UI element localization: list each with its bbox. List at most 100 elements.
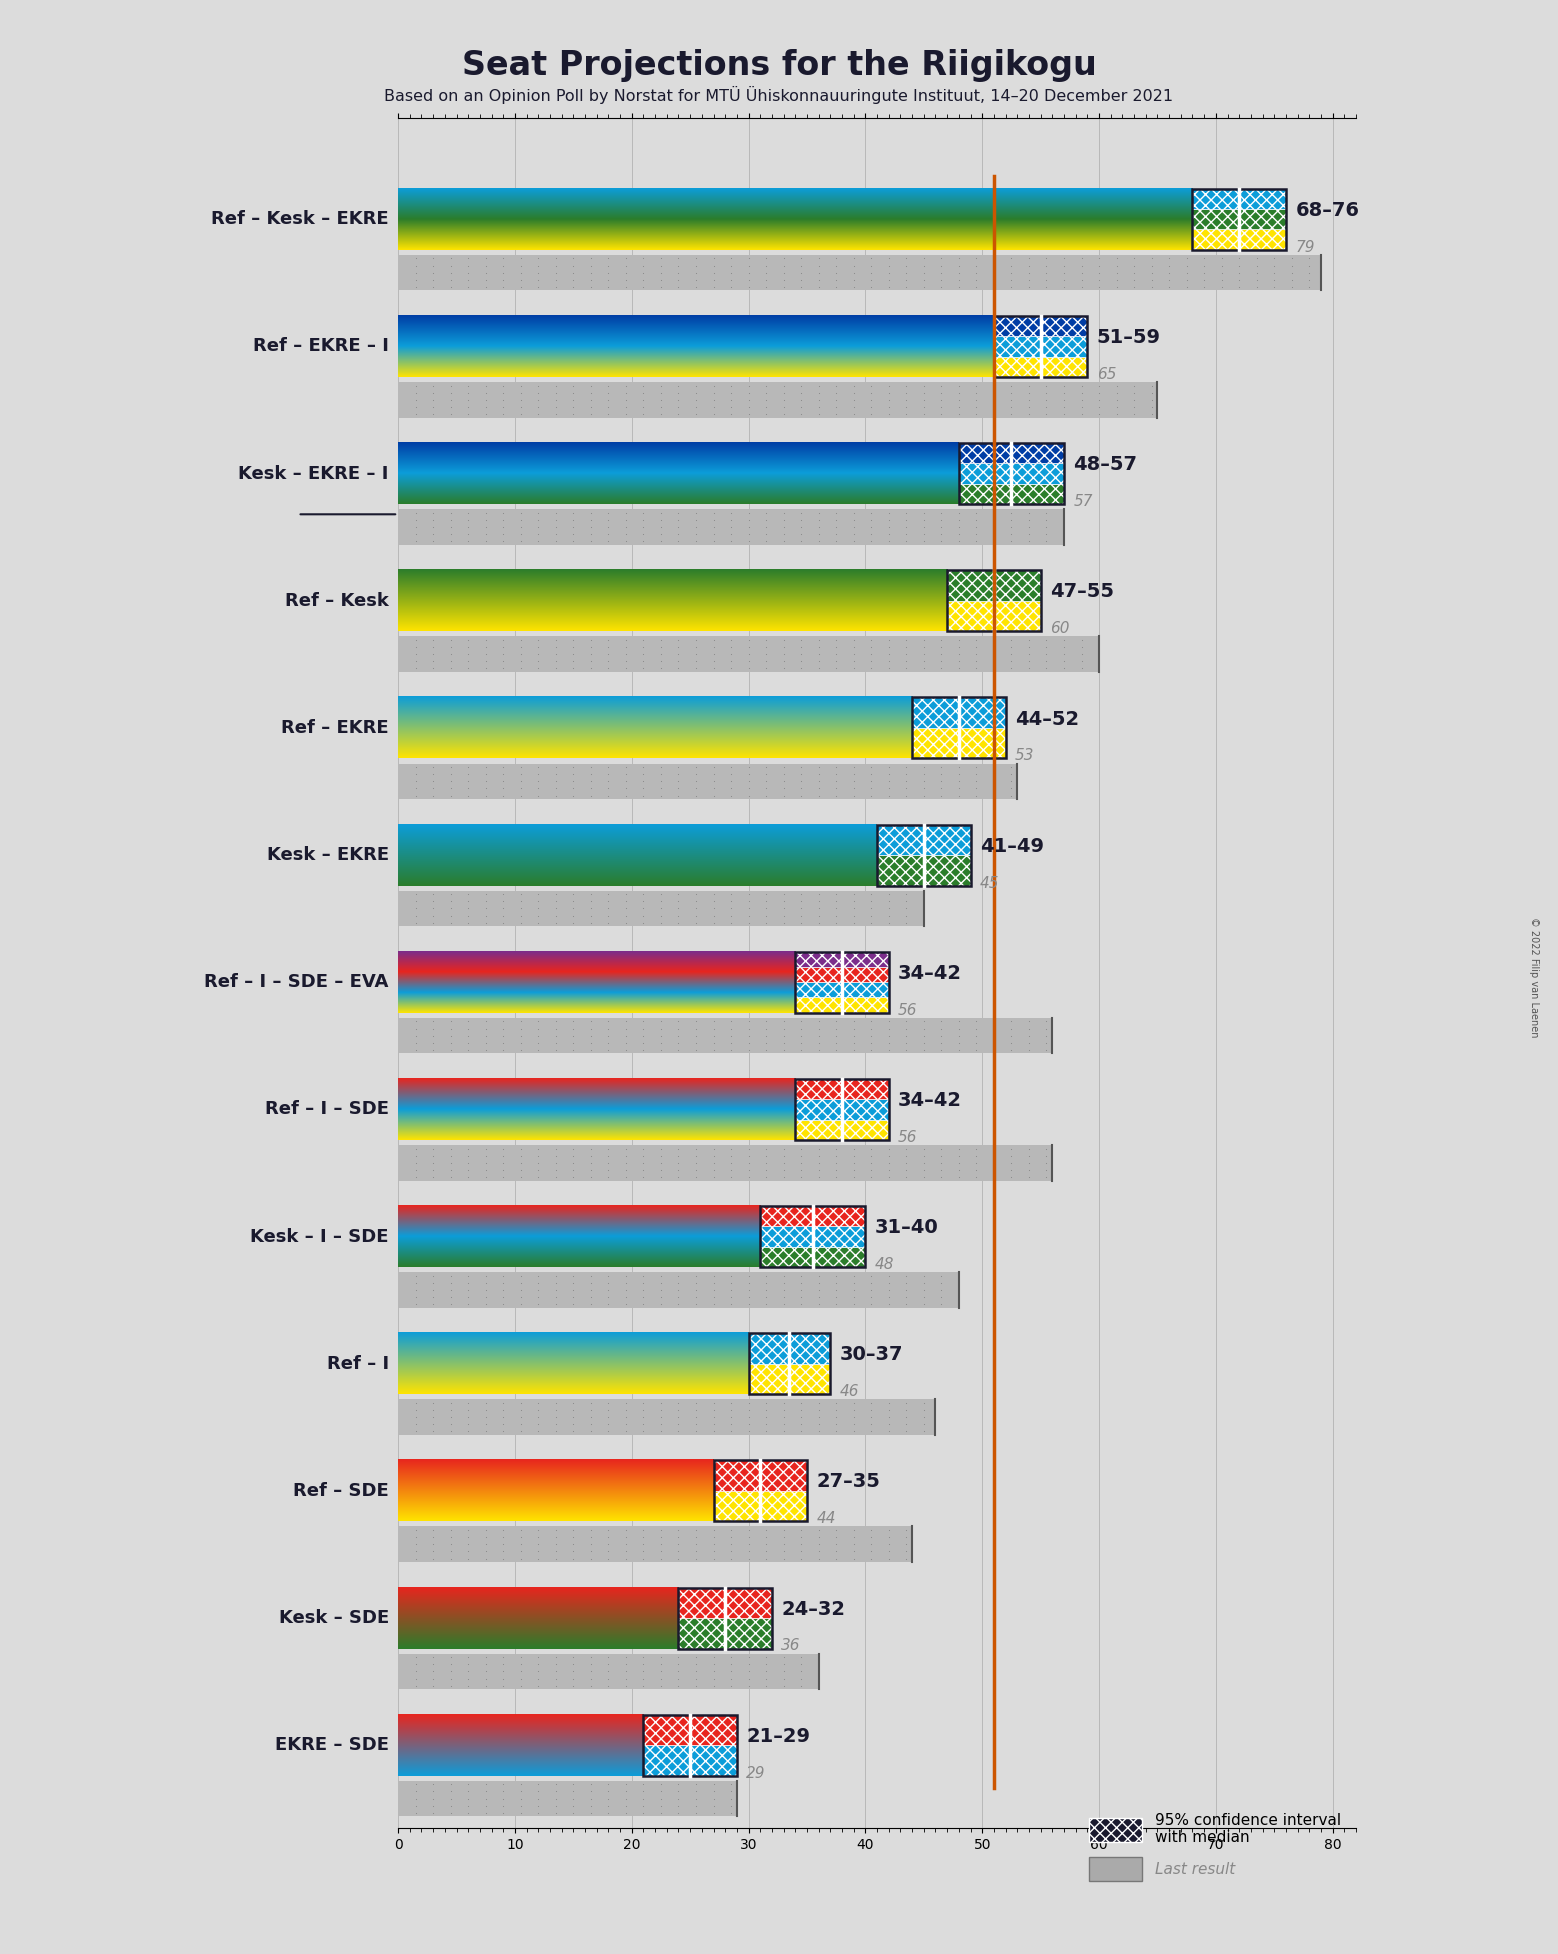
Text: 60: 60 — [1050, 621, 1069, 637]
Text: 29: 29 — [746, 1766, 765, 1780]
Text: 68–76: 68–76 — [1295, 201, 1359, 221]
Text: 46: 46 — [840, 1383, 858, 1399]
Bar — [795, 1120, 888, 1139]
Bar — [947, 571, 1041, 631]
Text: © 2022 Filip van Laenen: © 2022 Filip van Laenen — [1530, 916, 1539, 1038]
Bar — [1192, 190, 1285, 209]
Bar — [399, 637, 1098, 672]
Bar — [795, 983, 888, 997]
Text: 48–57: 48–57 — [1073, 455, 1137, 475]
Bar — [795, 997, 888, 1012]
Bar — [399, 1399, 935, 1434]
Bar — [911, 729, 1005, 758]
Bar — [643, 1716, 737, 1745]
Bar — [795, 952, 888, 967]
Legend: 95% confidence interval
with median, Last result: 95% confidence interval with median, Las… — [1081, 1805, 1348, 1890]
Bar — [911, 698, 1005, 758]
Text: 47–55: 47–55 — [1050, 582, 1114, 602]
Text: 34–42: 34–42 — [897, 1090, 963, 1110]
Text: 44–52: 44–52 — [1014, 709, 1080, 729]
Bar — [399, 1780, 737, 1817]
Text: 56: 56 — [897, 1002, 918, 1018]
Bar — [795, 1079, 888, 1139]
Text: EKRE – SDE: EKRE – SDE — [274, 1737, 390, 1755]
Bar — [399, 1653, 818, 1690]
Text: 57: 57 — [1073, 494, 1092, 510]
Bar — [399, 764, 1017, 799]
Bar — [748, 1333, 830, 1364]
Bar — [643, 1745, 737, 1776]
Text: Ref – EKRE – I: Ref – EKRE – I — [252, 338, 390, 356]
Bar — [399, 254, 1321, 291]
Text: Ref – I: Ref – I — [327, 1354, 390, 1374]
Bar — [714, 1491, 807, 1522]
Bar — [795, 967, 888, 983]
Text: 41–49: 41–49 — [980, 836, 1044, 856]
Text: Ref – Kesk – EKRE: Ref – Kesk – EKRE — [212, 211, 390, 229]
Text: 48: 48 — [874, 1256, 894, 1272]
Bar — [947, 600, 1041, 631]
Text: Kesk – I – SDE: Kesk – I – SDE — [251, 1227, 390, 1245]
Bar — [399, 1145, 1052, 1180]
Text: Seat Projections for the Riigikogu: Seat Projections for the Riigikogu — [461, 49, 1097, 82]
Bar — [760, 1206, 865, 1266]
Text: 51–59: 51–59 — [1097, 328, 1161, 348]
Bar — [643, 1716, 737, 1776]
Bar — [678, 1587, 771, 1649]
Bar — [958, 463, 1064, 485]
Bar — [994, 317, 1087, 377]
Text: 30–37: 30–37 — [840, 1344, 904, 1364]
Text: Ref – I – SDE: Ref – I – SDE — [265, 1100, 390, 1118]
Bar — [795, 1079, 888, 1100]
Bar — [947, 571, 1041, 600]
Bar — [1192, 209, 1285, 229]
Text: Ref – SDE: Ref – SDE — [293, 1481, 390, 1501]
Bar — [399, 510, 1064, 545]
Text: 65: 65 — [1097, 367, 1116, 381]
Text: Ref – EKRE: Ref – EKRE — [280, 719, 390, 737]
Bar — [994, 336, 1087, 358]
Text: Based on an Opinion Poll by Norstat for MTÜ Ühiskonnauuringute Instituut, 14–20 : Based on an Opinion Poll by Norstat for … — [385, 86, 1173, 104]
Bar — [1192, 229, 1285, 250]
Text: 44: 44 — [816, 1510, 835, 1526]
Bar — [760, 1227, 865, 1247]
Bar — [399, 1526, 911, 1561]
Bar — [678, 1618, 771, 1649]
Bar — [795, 1100, 888, 1120]
Bar — [714, 1460, 807, 1522]
Bar — [1192, 190, 1285, 250]
Text: 56: 56 — [897, 1129, 918, 1145]
Bar — [994, 317, 1087, 336]
Bar — [760, 1247, 865, 1266]
Bar — [748, 1333, 830, 1395]
Bar — [958, 485, 1064, 504]
Bar — [994, 358, 1087, 377]
Text: Kesk – EKRE: Kesk – EKRE — [266, 846, 390, 864]
Text: 79: 79 — [1295, 240, 1315, 254]
Text: Kesk – SDE: Kesk – SDE — [279, 1608, 390, 1628]
Bar — [399, 383, 1158, 418]
Bar — [760, 1206, 865, 1227]
Text: 24–32: 24–32 — [781, 1600, 846, 1618]
Bar — [877, 825, 971, 885]
Bar — [399, 1272, 958, 1307]
Text: 21–29: 21–29 — [746, 1727, 810, 1745]
Text: Kesk – EKRE – I: Kesk – EKRE – I — [238, 465, 390, 483]
Bar — [911, 698, 1005, 729]
Text: Ref – Kesk: Ref – Kesk — [285, 592, 390, 610]
Text: Ref – I – SDE – EVA: Ref – I – SDE – EVA — [204, 973, 390, 991]
Bar — [714, 1460, 807, 1491]
Bar — [399, 1018, 1052, 1053]
Bar — [399, 891, 924, 926]
Bar — [678, 1587, 771, 1618]
Text: 36: 36 — [781, 1639, 801, 1653]
Text: 27–35: 27–35 — [816, 1473, 880, 1491]
Text: 31–40: 31–40 — [874, 1217, 938, 1237]
Text: 53: 53 — [1014, 748, 1035, 764]
Text: 34–42: 34–42 — [897, 963, 963, 983]
Bar — [748, 1364, 830, 1395]
Bar — [877, 825, 971, 856]
Text: 45: 45 — [980, 875, 999, 891]
Bar — [958, 444, 1064, 463]
Bar — [795, 952, 888, 1012]
